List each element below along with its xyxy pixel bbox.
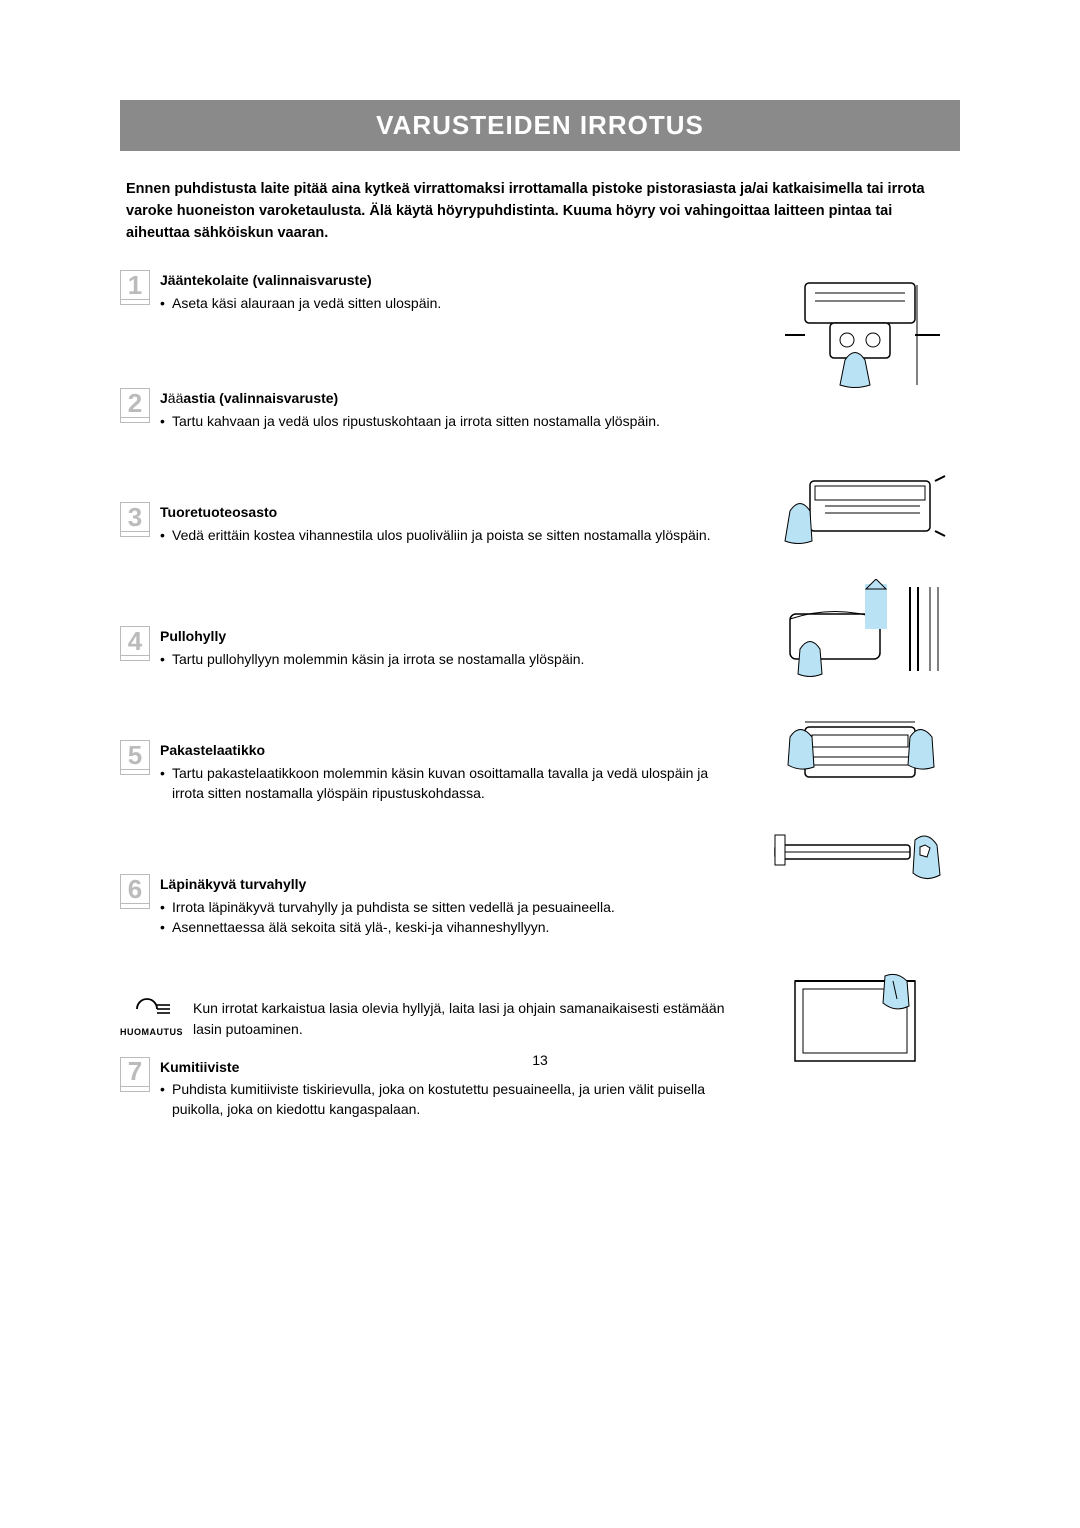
- note-text: Kun irrotat karkaistua lasia olevia hyll…: [193, 998, 742, 1039]
- steps-area: 1 Jääntekolaite (valinnaisvaruste) • Ase…: [120, 270, 960, 1143]
- figure-freezer-drawer: [760, 692, 960, 802]
- step-number: 5: [120, 740, 150, 770]
- step-number: 6: [120, 874, 150, 904]
- bullet-icon: •: [160, 411, 172, 431]
- figure-bottle-shelf: [760, 574, 960, 684]
- bullet-icon: •: [160, 897, 172, 917]
- figure-safety-shelf: [760, 810, 960, 910]
- note-icon-block: HUOMAUTUS: [120, 998, 183, 1037]
- step-text: Asennettaessa älä sekoita sitä ylä-, kes…: [172, 917, 549, 937]
- step-6: 6 Läpinäkyvä turvahylly • Irrota läpinäk…: [120, 874, 742, 974]
- note-label: HUOMAUTUS: [120, 1027, 183, 1037]
- step-1: 1 Jääntekolaite (valinnaisvaruste) • Ase…: [120, 270, 742, 364]
- step-text: Vedä erittäin kostea vihannestila ulos p…: [172, 525, 711, 545]
- step-line: • Vedä erittäin kostea vihannestila ulos…: [160, 525, 711, 545]
- step-number: 1: [120, 270, 150, 300]
- step-line: • Tartu kahvaan ja vedä ulos ripustuskoh…: [160, 411, 660, 431]
- title-part: astia (valinnaisvaruste): [183, 390, 338, 406]
- step-text: Tartu pullohyllyyn molemmin käsin ja irr…: [172, 649, 584, 669]
- step-text: Aseta käsi alauraan ja vedä sitten ulosp…: [172, 293, 441, 313]
- step-5: 5 Pakastelaatikko • Tartu pakastelaatikk…: [120, 740, 742, 850]
- step-title: Pullohylly: [160, 626, 584, 646]
- step-line: • Irrota läpinäkyvä turvahylly ja puhdis…: [160, 897, 615, 917]
- step-title: Jääntekolaite (valinnaisvaruste): [160, 270, 441, 290]
- step-body: Jääastia (valinnaisvaruste) • Tartu kahv…: [160, 388, 660, 478]
- step-title: Pakastelaatikko: [160, 740, 742, 760]
- bullet-icon: •: [160, 763, 172, 804]
- intro-text: Ennen puhdistusta laite pitää aina kytke…: [120, 179, 960, 244]
- bullet-icon: •: [160, 649, 172, 669]
- step-text: Tartu kahvaan ja vedä ulos ripustuskohta…: [172, 411, 660, 431]
- step-number: 4: [120, 626, 150, 656]
- step-line: • Tartu pakastelaatikkoon molemmin käsin…: [160, 763, 742, 804]
- step-title: Läpinäkyvä turvahylly: [160, 874, 615, 894]
- step-body: Pakastelaatikko • Tartu pakastelaatikkoo…: [160, 740, 742, 850]
- step-number: 3: [120, 502, 150, 532]
- step-body: Läpinäkyvä turvahylly • Irrota läpinäkyv…: [160, 874, 615, 974]
- step-title: Tuoretuoteosasto: [160, 502, 711, 522]
- bullet-icon: •: [160, 293, 172, 313]
- steps-column: 1 Jääntekolaite (valinnaisvaruste) • Ase…: [120, 270, 742, 1143]
- note-icon: [132, 998, 172, 1020]
- step-text: Tartu pakastelaatikkoon molemmin käsin k…: [172, 763, 742, 804]
- page-number: 13: [0, 1052, 1080, 1068]
- step-number: 2: [120, 388, 150, 418]
- step-line: • Aseta käsi alauraan ja vedä sitten ulo…: [160, 293, 441, 313]
- title-part: ää: [168, 390, 184, 406]
- step-text: Irrota läpinäkyvä turvahylly ja puhdista…: [172, 897, 615, 917]
- step-2: 2 Jääastia (valinnaisvaruste) • Tartu ka…: [120, 388, 742, 478]
- figure-icemaker: [760, 270, 960, 400]
- figures-column: [760, 270, 960, 1143]
- step-title: Jääastia (valinnaisvaruste): [160, 388, 660, 408]
- bullet-icon: •: [160, 1079, 172, 1120]
- step-text: Puhdista kumitiiviste tiskirievulla, jok…: [172, 1079, 742, 1120]
- note-row: HUOMAUTUS Kun irrotat karkaistua lasia o…: [120, 998, 742, 1039]
- bullet-icon: •: [160, 525, 172, 545]
- title-bar: VARUSTEIDEN IRROTUS: [120, 100, 960, 151]
- step-body: Jääntekolaite (valinnaisvaruste) • Aseta…: [160, 270, 441, 364]
- step-body: Tuoretuoteosasto • Vedä erittäin kostea …: [160, 502, 711, 602]
- step-body: Pullohylly • Tartu pullohyllyyn molemmin…: [160, 626, 584, 716]
- step-line: • Puhdista kumitiiviste tiskirievulla, j…: [160, 1079, 742, 1120]
- page-title: VARUSTEIDEN IRROTUS: [120, 110, 960, 141]
- bullet-icon: •: [160, 917, 172, 937]
- step-3: 3 Tuoretuoteosasto • Vedä erittäin koste…: [120, 502, 742, 602]
- step-line: • Tartu pullohyllyyn molemmin käsin ja i…: [160, 649, 584, 669]
- title-part: J: [160, 390, 168, 406]
- step-4: 4 Pullohylly • Tartu pullohyllyyn molemm…: [120, 626, 742, 716]
- figure-crisper: [760, 466, 960, 566]
- step-line: • Asennettaessa älä sekoita sitä ylä-, k…: [160, 917, 615, 937]
